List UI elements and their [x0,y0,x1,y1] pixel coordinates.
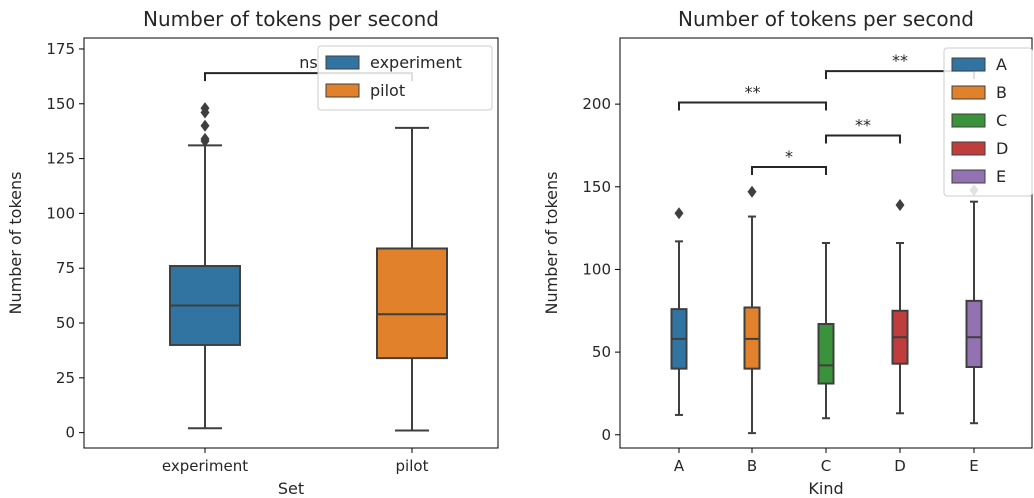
x-tick-label: B [747,457,757,475]
outlier-point [674,207,684,220]
x-axis-label: Kind [808,479,843,498]
chart-title: Number of tokens per second [143,7,439,31]
legend-frame [317,45,493,111]
y-tick-label: 50 [592,343,611,361]
y-axis-label: Number of tokens [6,172,25,315]
chart-title: Number of tokens per second [678,7,974,31]
significance-label: * [785,147,793,166]
y-tick-label: 200 [582,95,611,113]
chart-left: Number of tokens per second Set Number o… [6,7,499,498]
legend-label: E [996,167,1006,186]
y-tick-label: 100 [582,260,611,278]
legend-label: pilot [370,81,405,100]
plot-area: 0 25 50 75 100 125 150 175 experiment pilot ns [46,37,499,475]
significance-label: ns [299,53,317,72]
legend-frame [943,47,1033,197]
y-tick-label: 175 [46,40,75,58]
x-tick-label: D [894,457,906,475]
significance-label: ** [745,82,761,101]
y-tick-label: 25 [56,369,75,387]
box-C [817,323,835,385]
box-pilot [376,247,448,360]
axes-frame [83,37,499,449]
x-axis-label: Set [278,479,304,498]
x-tick-label: pilot [396,457,429,475]
outlier-point [200,119,210,132]
legend: experiment pilot [317,45,493,111]
box-E [965,299,983,368]
outlier-point [747,185,757,198]
y-tick-label: 50 [56,314,75,332]
legend-swatch [951,169,986,184]
legend-swatch [325,83,360,98]
x-tick-label: C [821,457,831,475]
x-tick-label: A [674,457,685,475]
legend-label: C [996,111,1007,130]
significance-label: ** [892,51,908,70]
legend-swatch [325,55,360,70]
legend-swatch [951,113,986,128]
significance-label: ** [855,116,871,135]
y-tick-label: 125 [46,150,75,168]
legend-swatch [951,141,986,156]
legend-label: B [996,83,1007,102]
outlier-point [200,102,210,115]
y-axis-label: Number of tokens [542,172,561,315]
y-tick-label: 150 [46,95,75,113]
y-tick-label: 150 [582,178,611,196]
outlier-point [895,198,905,211]
significance-bracket [825,134,901,144]
significance-bracket [678,101,827,111]
legend-label: A [996,55,1007,74]
legend-label: D [996,139,1008,158]
x-tick-label: E [969,457,978,475]
y-tick-label: 75 [56,259,75,277]
outlier-point [200,132,210,145]
y-tick-label: 100 [46,204,75,222]
chart-right: Number of tokens per second Kind Number … [542,7,1033,498]
x-tick-label: experiment [162,457,248,475]
legend-swatch [951,57,986,72]
y-tick-label: 0 [601,426,611,444]
legend-swatch [951,85,986,100]
significance-bracket [751,165,827,175]
legend-label: experiment [370,53,462,72]
y-tick-label: 0 [65,424,75,442]
